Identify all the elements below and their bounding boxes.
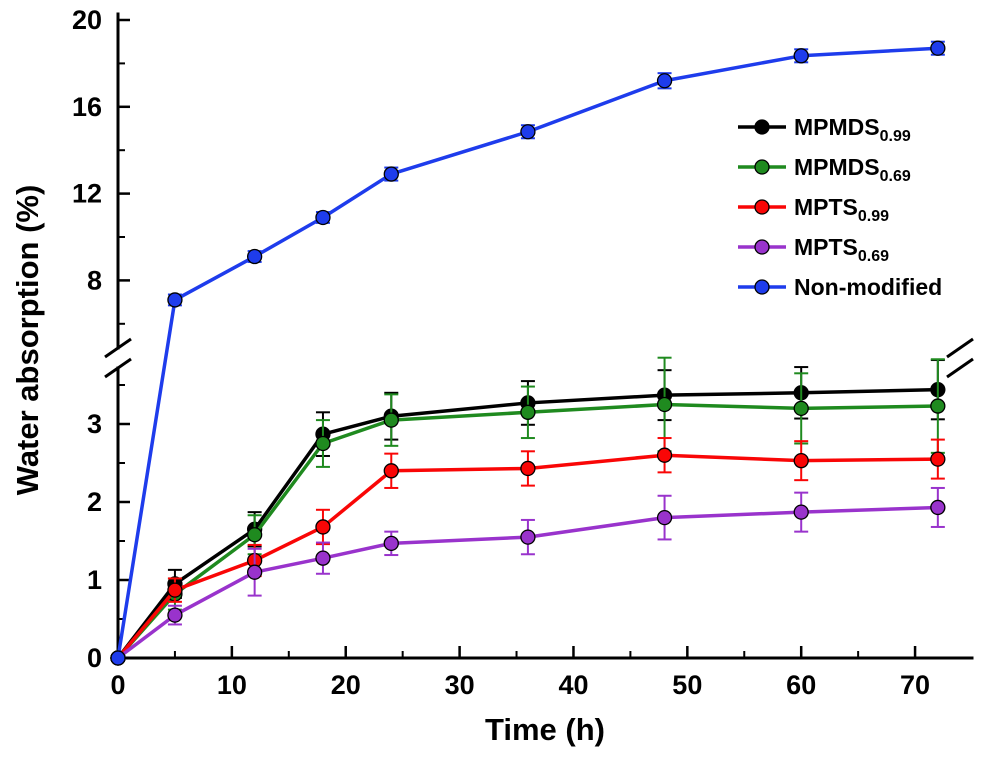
y-tick-label: 0 — [87, 643, 102, 673]
data-point — [520, 404, 536, 420]
data-point — [383, 463, 399, 479]
data-point — [167, 607, 183, 623]
x-tick-label: 30 — [445, 670, 475, 700]
data-point — [520, 124, 536, 140]
data-point — [246, 248, 263, 265]
data-point — [315, 550, 331, 566]
x-tick-label: 50 — [672, 670, 702, 700]
data-point — [793, 400, 809, 417]
legend-label: MPMDS0.99 — [794, 114, 911, 145]
y-axis-title: Water absorption (%) — [10, 184, 45, 496]
data-point — [930, 499, 946, 516]
legend: MPMDS0.99 MPMDS0.69 MPTS0.99 MPTS0.69 Non-mo… — [738, 114, 942, 300]
legend-marker — [754, 279, 770, 295]
data-point — [520, 460, 536, 477]
axis-break-right-icon — [946, 357, 974, 379]
legend-label: MPTS0.69 — [794, 234, 889, 265]
y-tick-label: 3 — [87, 409, 102, 439]
data-point — [656, 509, 673, 526]
legend-marker — [754, 199, 770, 215]
data-point — [110, 650, 126, 666]
axis-break-left-icon — [104, 357, 132, 379]
data-point — [383, 412, 399, 428]
data-point — [383, 535, 399, 551]
data-point — [793, 504, 809, 520]
legend-label: Non-modified — [794, 274, 942, 300]
x-tick-label: 20 — [331, 670, 361, 700]
data-point — [315, 435, 331, 452]
y-tick-label: 2 — [87, 487, 102, 517]
series-non-modified — [110, 40, 946, 666]
data-point — [315, 519, 331, 535]
data-point — [656, 73, 673, 89]
axis-break-right-icon — [946, 337, 974, 359]
data-point — [793, 453, 809, 469]
x-tick-label: 0 — [110, 670, 125, 700]
data-point — [793, 48, 809, 64]
series-mpts-0.69 — [110, 486, 946, 666]
y-tick-label: 16 — [72, 92, 102, 122]
data-point — [930, 451, 946, 467]
data-point — [315, 209, 331, 226]
x-tick-label: 10 — [217, 670, 247, 700]
y-tick-label: 20 — [72, 5, 102, 35]
x-axis-title: Time (h) — [485, 712, 605, 747]
data-point — [656, 447, 673, 463]
data-point — [930, 40, 946, 56]
data-point — [246, 527, 263, 543]
data-point — [167, 292, 183, 308]
legend-label: MPMDS0.69 — [794, 154, 911, 185]
legend-marker — [754, 159, 770, 175]
legend-label: MPTS0.99 — [794, 194, 889, 225]
data-point — [167, 582, 183, 598]
data-point — [383, 166, 399, 182]
legend-marker — [754, 119, 770, 135]
x-tick-label: 70 — [900, 670, 930, 700]
y-tick-label: 1 — [87, 565, 102, 595]
x-tick-label: 60 — [786, 670, 816, 700]
data-point — [246, 564, 263, 580]
data-point — [520, 529, 536, 545]
series-mpmds-0.69 — [110, 356, 946, 666]
axis-break-left-icon — [104, 337, 132, 359]
legend-marker — [754, 239, 770, 255]
x-tick-label: 40 — [558, 670, 588, 700]
y-tick-label: 12 — [72, 179, 102, 209]
data-point — [930, 398, 946, 414]
y-tick-label: 8 — [87, 265, 102, 295]
data-point — [656, 396, 673, 413]
